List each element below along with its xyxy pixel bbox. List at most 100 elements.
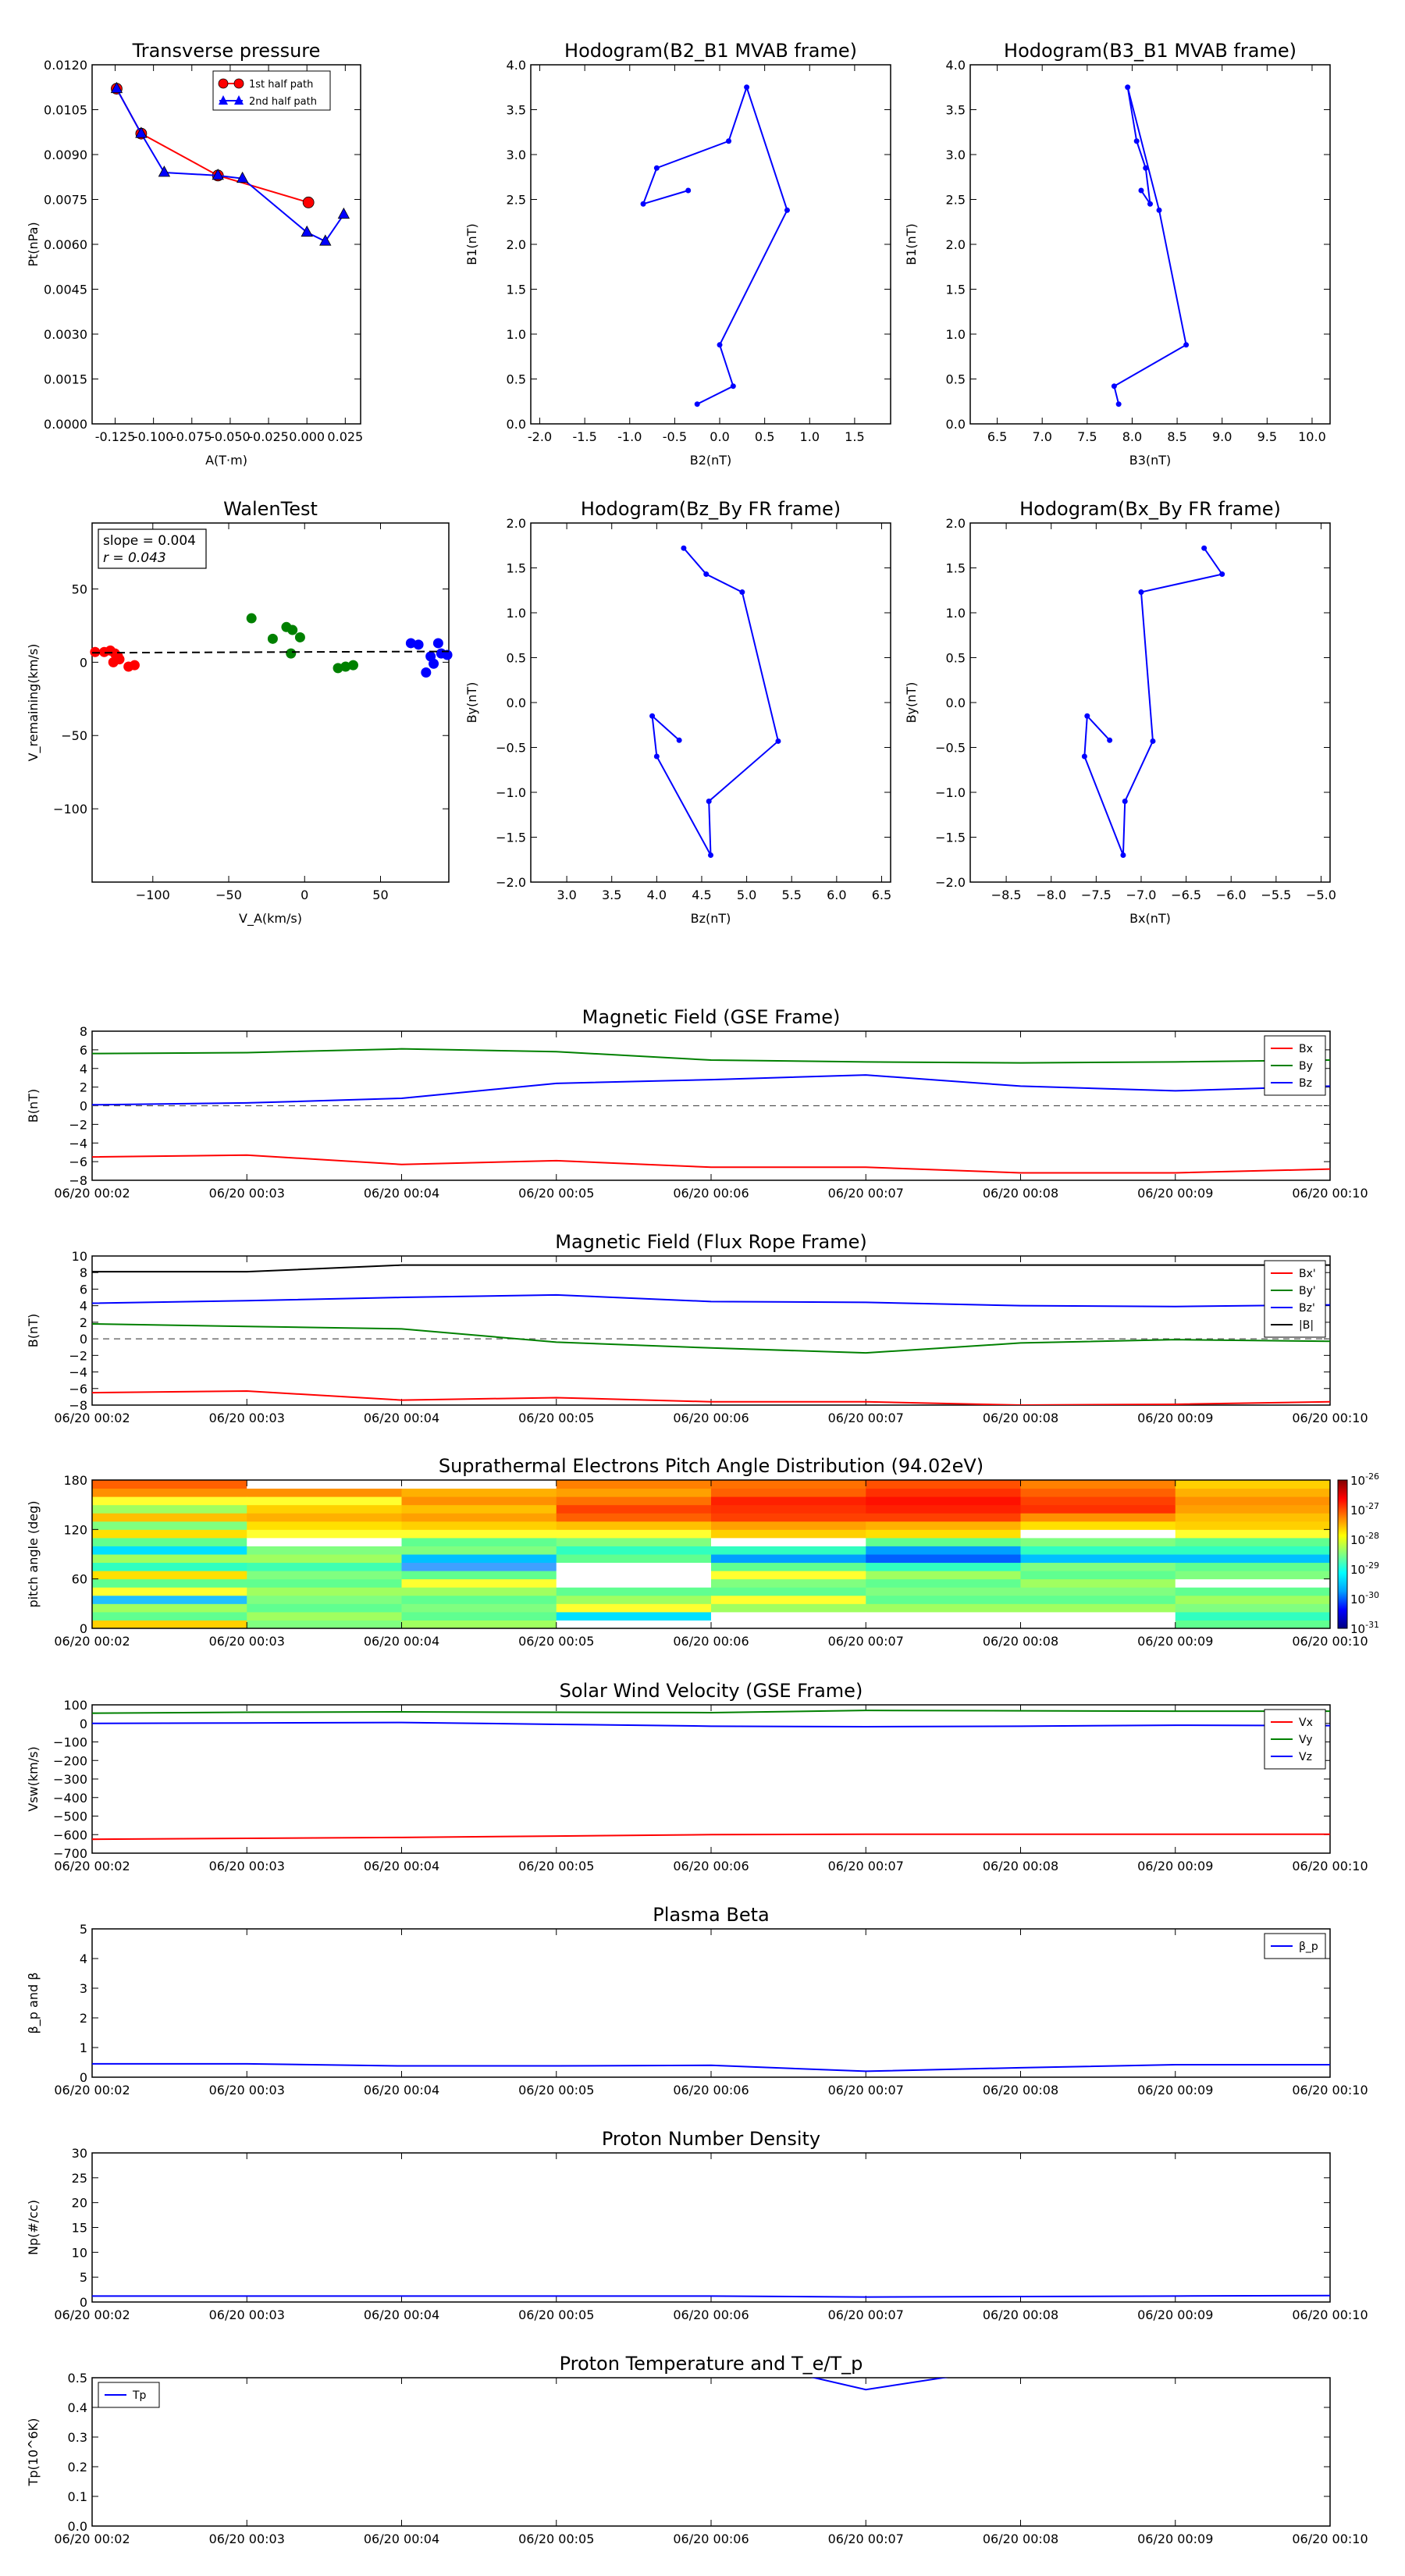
pad-colorbar-label: 10-27 — [1350, 1501, 1379, 1517]
mag_gse-ytick-label: 0 — [80, 1099, 87, 1114]
pad-cell — [866, 1496, 1021, 1506]
pad-cell — [556, 1554, 712, 1564]
transverse-legend-marker — [234, 95, 244, 105]
hodo_b2b1-axes-frame — [530, 64, 891, 425]
beta-time-label: 06/20 00:05 — [518, 2083, 594, 2097]
np-title: Proton Number Density — [602, 2128, 820, 2150]
pad-ytick-label: 0 — [80, 1621, 87, 1636]
pad-cell — [711, 1562, 866, 1571]
pad-cell — [556, 1488, 712, 1497]
pad-cell — [401, 1620, 557, 1629]
vsw-title: Solar Wind Velocity (GSE Frame) — [560, 1680, 863, 1702]
hodo_bxby-ytick-label: −0.5 — [935, 741, 966, 756]
transverse-ytick-label: 0.0075 — [44, 193, 87, 208]
pad-cell — [866, 1578, 1021, 1588]
pad-cell — [1175, 1562, 1331, 1571]
walen-point — [347, 660, 358, 671]
vsw-legend-label: Vx — [1299, 1717, 1313, 1729]
vsw-ytick-label: −400 — [53, 1791, 87, 1806]
walen-point — [286, 648, 297, 659]
hodo_bzby-ytick-label: 0.0 — [507, 696, 526, 710]
hodo_b3b1-series-line-0 — [1113, 87, 1187, 404]
pad-cell — [711, 1513, 866, 1522]
pad-cell — [711, 1611, 866, 1621]
pad-cell — [1020, 1496, 1176, 1506]
mag_gse-time-label: 06/20 00:08 — [983, 1186, 1058, 1201]
pad-cell — [711, 1504, 866, 1514]
pad-cell — [711, 1537, 866, 1546]
np-time-label: 06/20 00:08 — [983, 2307, 1058, 2322]
mag_gse-ytick-label: 8 — [80, 1024, 87, 1039]
pad-cell — [711, 1496, 866, 1506]
walen-point — [432, 638, 443, 649]
tp-ylabel: Tp(10^6K) — [26, 2418, 41, 2487]
pad-cell — [866, 1620, 1021, 1629]
mag_fr-panel: Magnetic Field (Flux Rope Frame) −8−6 −4 −2… — [26, 1231, 1368, 1425]
pad-cell — [1175, 1496, 1331, 1506]
hodo_b2b1-xtick-label: 1.5 — [845, 429, 864, 444]
hodo_bxby-title: Hodogram(Bx_By FR frame) — [1019, 498, 1281, 520]
pad-cell — [247, 1554, 402, 1564]
vsw-ytick-label: −200 — [53, 1753, 87, 1768]
pad-cell — [1175, 1554, 1331, 1564]
np-time-label: 06/20 00:07 — [828, 2307, 904, 2322]
transverse-ytick-label: 0.0120 — [44, 58, 87, 73]
tp-panel: Proton Temperature and T_e/T_p 0.0 0.1 0.2 0… — [26, 2353, 1368, 2546]
hodo_bxby-xtick-label: −5.5 — [1261, 888, 1291, 902]
transverse-ylabel: Pt(nPa) — [26, 222, 41, 266]
mag_fr-time-label: 06/20 00:08 — [983, 1411, 1058, 1425]
hodo_bxby-xtick-label: −6.5 — [1171, 888, 1201, 902]
mag_gse-legend-label: By — [1299, 1060, 1313, 1073]
hodo_bxby-ytick-label: 0.5 — [946, 651, 966, 666]
vsw-time-label: 06/20 00:10 — [1292, 1859, 1368, 1873]
tp-ytick-label: 0.1 — [68, 2489, 87, 2504]
transverse-legend-label: 2nd half path — [249, 96, 317, 108]
pad-cell — [1175, 1611, 1331, 1621]
pad-colorbar — [1337, 1479, 1348, 1629]
pad-cell — [247, 1611, 402, 1621]
hodo_bzby-xtick-label: 5.5 — [781, 888, 801, 902]
pad-cell — [711, 1603, 866, 1613]
pad-panel: Suprathermal Electrons Pitch Angle Distr… — [26, 1455, 1379, 1649]
np-ytick-label: 15 — [72, 2221, 87, 2236]
hodo_b2b1-ytick-label: 0.5 — [507, 372, 526, 387]
hodo_b2b1-ytick-label: 2.0 — [507, 237, 526, 252]
transverse-legend-marker — [218, 78, 229, 89]
pad-cell — [401, 1546, 557, 1555]
beta-time-label: 06/20 00:07 — [828, 2083, 904, 2097]
hodo_b2b1-point — [726, 138, 732, 144]
mag_fr-ytick-label: −8 — [69, 1398, 87, 1413]
hodo_b3b1-ytick-label: 2.0 — [946, 237, 966, 252]
hodo_b2b1-ylabel: B1(nT) — [464, 223, 479, 265]
pad-cell — [1175, 1513, 1331, 1522]
walen-ytick-label: 0 — [80, 655, 87, 670]
vsw-series-line-0 — [92, 1833, 1330, 1841]
beta-ytick-label: 5 — [80, 1922, 87, 1937]
vsw-time-label: 06/20 00:08 — [983, 1859, 1058, 1873]
walen-point — [129, 660, 140, 671]
pad-cell — [92, 1578, 247, 1588]
beta-time-label: 06/20 00:09 — [1137, 2083, 1213, 2097]
transverse-ytick-label: 0.0045 — [44, 283, 87, 297]
hodo_bxby-xtick-label: −7.5 — [1081, 888, 1112, 902]
np-ytick-label: 0 — [80, 2295, 87, 2310]
pad-cell — [1175, 1529, 1331, 1539]
pad-cell — [1020, 1546, 1176, 1555]
mag_fr-ytick-label: −6 — [69, 1382, 87, 1397]
walen-slope-text: slope = 0.004 — [103, 533, 196, 549]
hodo_b3b1-point — [1143, 165, 1149, 171]
transverse-point — [302, 196, 315, 208]
walen-point — [267, 633, 278, 644]
tp-time-label: 06/20 00:08 — [983, 2532, 1058, 2546]
beta-ytick-label: 1 — [80, 2041, 87, 2055]
tp-time-label: 06/20 00:06 — [673, 2532, 749, 2546]
mag_gse-ytick-label: 2 — [80, 1080, 87, 1095]
tp-time-label: 06/20 00:04 — [364, 2532, 439, 2546]
vsw-series-line-1 — [92, 1710, 1330, 1714]
pad-cell — [92, 1546, 247, 1555]
hodo_bxby-point — [1219, 571, 1225, 578]
pad-cell — [247, 1571, 402, 1580]
np-series-line-0 — [92, 2294, 1330, 2298]
hodo_bzby-xtick-label: 4.0 — [647, 888, 667, 902]
walen-point — [90, 646, 101, 657]
